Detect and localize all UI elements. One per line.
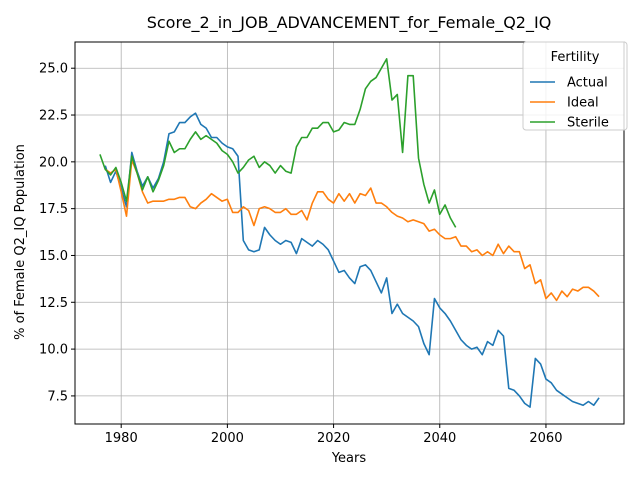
legend-box (522, 41, 628, 131)
legend-label-actual: Actual (567, 76, 608, 91)
y-tick-label: 22.5 (39, 109, 68, 124)
y-axis: 7.5 10.0 12.5 15.0 17.5 20.0 22.5 25.0 (39, 62, 75, 404)
legend: Fertility Actual Ideal Sterile (522, 41, 628, 131)
y-tick-label: 15.0 (39, 249, 68, 264)
chart-title: Score_2_in_JOB_ADVANCEMENT_for_Female_Q2… (147, 13, 552, 33)
y-tick-label: 20.0 (39, 155, 68, 170)
legend-label-ideal: Ideal (567, 96, 599, 111)
y-tick-label: 7.5 (47, 389, 68, 404)
y-tick-label: 12.5 (39, 296, 68, 311)
x-tick-label: 2020 (317, 431, 350, 446)
y-axis-label: % of Female Q2_IQ Population (13, 144, 28, 340)
plot-frame (74, 41, 625, 425)
series-line-sterile (99, 58, 457, 228)
legend-title: Fertility (551, 50, 600, 65)
y-tick-label: 17.5 (39, 202, 68, 217)
series-layer (99, 58, 600, 408)
legend-label-sterile: Sterile (567, 116, 609, 131)
series-line-ideal (104, 159, 600, 302)
x-tick-label: 2000 (211, 431, 244, 446)
x-tick-label: 2060 (529, 431, 562, 446)
y-tick-label: 10.0 (39, 343, 68, 358)
x-tick-label: 2040 (423, 431, 456, 446)
series-line-actual (104, 112, 600, 408)
x-axis: 1980 2000 2020 2040 2060 (105, 424, 562, 446)
x-axis-label: Years (331, 451, 367, 466)
x-tick-label: 1980 (105, 431, 138, 446)
y-tick-label: 25.0 (39, 62, 68, 77)
